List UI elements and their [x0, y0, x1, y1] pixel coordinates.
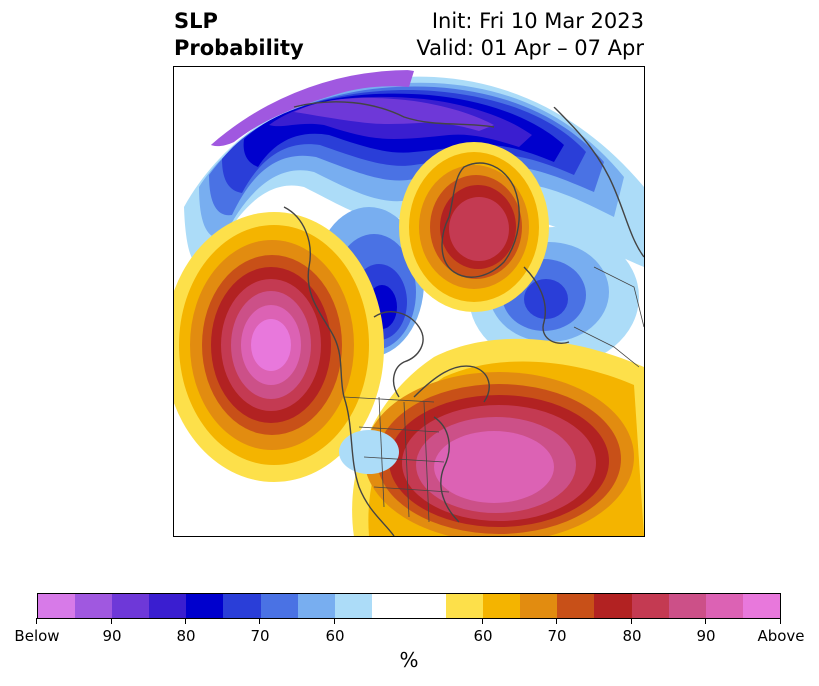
init-date: Init: Fri 10 Mar 2023 — [431, 9, 644, 33]
colorbar-swatch — [557, 594, 595, 618]
colorbar-swatch — [297, 594, 335, 618]
colorbar-tick — [185, 618, 186, 624]
map-panel — [173, 66, 645, 537]
colorbar-tick-label: 90 — [696, 627, 716, 645]
colorbar-tick — [36, 618, 37, 624]
colorbar-tick-label: 80 — [622, 627, 642, 645]
band-below-85 — [294, 97, 494, 131]
colorbar-tick-label: 70 — [547, 627, 567, 645]
colorbar-tick-label: 70 — [250, 627, 270, 645]
colorbar-swatch — [38, 594, 76, 618]
colorbar-swatch — [223, 594, 261, 618]
colorbar-swatch — [668, 594, 706, 618]
colorbar-swatch — [112, 594, 150, 618]
colorbar-unit-label: % — [399, 648, 419, 672]
above-normal-atlantic — [352, 338, 644, 536]
colorbar-swatch — [75, 594, 113, 618]
colorbar-tick-label: Below — [14, 627, 60, 645]
political-borders — [343, 266, 644, 523]
colorbar-swatch — [520, 594, 558, 618]
colorbar-swatch — [631, 594, 669, 618]
colorbar-swatch — [186, 594, 224, 618]
globe-disk — [174, 70, 644, 536]
coastlines — [283, 101, 644, 536]
colorbar-tick — [556, 618, 557, 624]
colorbar-swatch — [446, 594, 484, 618]
colorbar — [37, 593, 781, 619]
colorbar-tick-label: 60 — [325, 627, 345, 645]
colorbar-swatch — [594, 594, 632, 618]
below-normal-us-west — [339, 430, 399, 474]
colorbar-tick — [111, 618, 112, 624]
colorbar-swatch — [705, 594, 743, 618]
colorbar-swatch — [371, 594, 447, 618]
title-variable: SLP — [174, 9, 218, 33]
colorbar-swatch — [742, 594, 780, 618]
title-product: Probability — [174, 36, 304, 60]
colorbar-swatch — [334, 594, 372, 618]
colorbar-tick — [482, 618, 483, 624]
colorbar-tick — [780, 618, 781, 624]
above-normal-arctic — [399, 142, 549, 312]
probability-map — [174, 70, 644, 536]
colorbar-tick — [259, 618, 260, 624]
colorbar-swatch — [483, 594, 521, 618]
colorbar-tick-label: 80 — [176, 627, 196, 645]
valid-range: Valid: 01 Apr – 07 Apr — [416, 36, 644, 60]
colorbar-tick-label: 90 — [102, 627, 122, 645]
colorbar-tick-label: Above — [757, 627, 805, 645]
band-below-90-nw — [204, 70, 414, 147]
colorbar-tick — [705, 618, 706, 624]
colorbar-tick — [334, 618, 335, 624]
colorbar-swatch — [149, 594, 187, 618]
colorbar-tick — [631, 618, 632, 624]
map-subtitle: Init: Fri 10 Mar 2023 Valid: 01 Apr – 07… — [416, 8, 644, 62]
map-title: SLP Probability — [174, 8, 304, 62]
colorbar-tick-label: 60 — [473, 627, 493, 645]
above-normal-pacific — [174, 212, 384, 482]
colorbar-swatch — [260, 594, 298, 618]
